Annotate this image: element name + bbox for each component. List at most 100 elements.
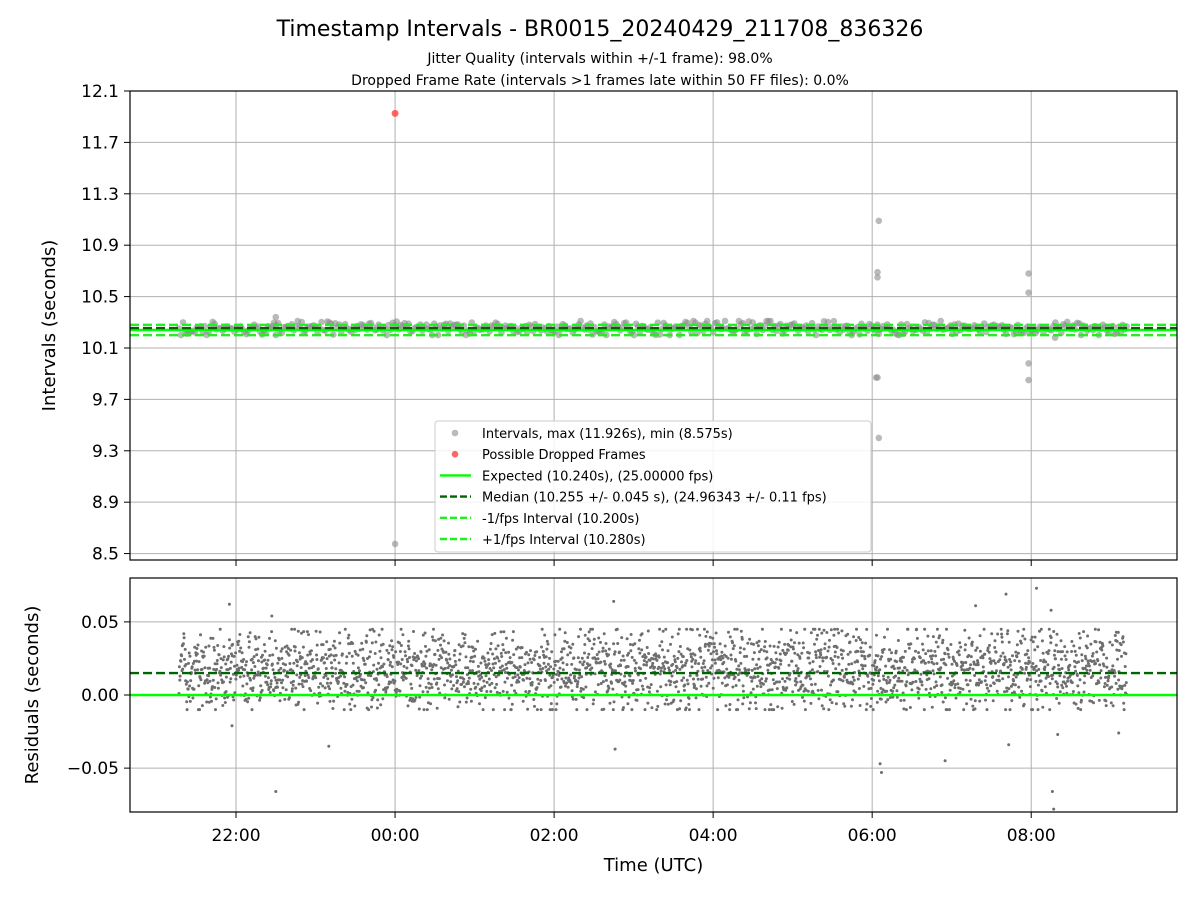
y-tick-label: 9.7 — [92, 390, 119, 410]
residual-point — [595, 653, 599, 657]
residual-point — [901, 669, 905, 673]
residual-point — [927, 660, 931, 664]
residual-point — [869, 686, 873, 690]
residual-point — [388, 663, 392, 667]
residual-point — [286, 647, 290, 650]
residual-point — [823, 647, 827, 650]
residual-point — [1115, 639, 1119, 643]
residual-point — [993, 646, 997, 649]
residual-point — [362, 678, 366, 682]
residual-point — [334, 671, 337, 675]
legend-marker — [451, 429, 459, 437]
residual-point — [1012, 679, 1016, 683]
residual-point — [532, 698, 536, 701]
residual-point — [863, 664, 867, 668]
residual-point — [1040, 689, 1044, 693]
residual-point — [356, 666, 360, 670]
residual-point — [1091, 674, 1095, 678]
residual-point — [699, 684, 703, 688]
residual-point — [898, 666, 901, 670]
residual-point — [1009, 660, 1013, 664]
residual-point — [779, 659, 783, 663]
residual-point — [569, 673, 573, 677]
residual-point — [1094, 640, 1098, 644]
residual-point — [389, 660, 392, 664]
residual-point — [818, 665, 822, 668]
residual-point — [187, 661, 190, 665]
residual-point — [733, 627, 737, 631]
residual-point — [917, 696, 921, 700]
residual-point — [246, 674, 250, 677]
residual-point — [995, 689, 999, 693]
residual-point — [640, 632, 644, 636]
residual-point — [599, 640, 602, 644]
residual-point — [910, 688, 914, 692]
residual-point — [688, 648, 692, 652]
residual-point — [975, 646, 979, 650]
residual-point — [1031, 640, 1035, 644]
residual-point — [813, 642, 816, 646]
residual-point — [724, 704, 728, 708]
residual-point — [516, 673, 520, 677]
residual-point — [1082, 681, 1086, 685]
residual-point — [449, 668, 453, 672]
residual-point — [517, 676, 521, 680]
outlier-point — [613, 747, 617, 751]
residual-point — [214, 708, 217, 712]
residual-point — [516, 645, 520, 649]
residual-point — [748, 701, 752, 705]
residual-point — [180, 654, 184, 658]
residual-point — [709, 642, 713, 646]
residual-point — [797, 674, 801, 678]
legend-entry: Intervals, max (11.926s), min (8.575s) — [451, 427, 733, 442]
residual-point — [595, 661, 599, 665]
residual-point — [502, 648, 505, 652]
residual-point — [751, 657, 755, 661]
residual-point — [1115, 648, 1119, 652]
residual-point — [891, 664, 895, 668]
residual-point — [197, 684, 201, 688]
residual-point — [188, 684, 192, 688]
residual-point — [294, 686, 298, 690]
residual-point — [447, 641, 450, 645]
residual-point — [930, 657, 934, 661]
residual-point — [664, 683, 668, 687]
residual-point — [895, 660, 899, 664]
residual-point — [231, 642, 235, 646]
residual-point — [1116, 687, 1120, 691]
residual-point — [526, 707, 530, 711]
residual-point — [999, 669, 1002, 673]
residual-point — [677, 690, 680, 694]
residual-point — [953, 686, 957, 690]
residual-point — [280, 656, 284, 660]
residual-point — [302, 630, 306, 634]
residual-point — [816, 688, 820, 692]
residual-point — [900, 679, 904, 683]
residual-point — [638, 679, 642, 682]
residual-point — [405, 666, 409, 670]
residual-point — [299, 666, 303, 670]
residual-point — [640, 684, 644, 688]
residual-point — [1103, 682, 1107, 685]
residual-point — [864, 708, 868, 712]
residual-point — [914, 649, 917, 653]
residual-point — [671, 662, 675, 666]
residual-point — [932, 672, 936, 676]
residual-point — [558, 627, 562, 631]
residual-point — [215, 667, 219, 671]
residual-point — [715, 652, 719, 656]
residual-point — [332, 639, 336, 643]
residual-point — [989, 659, 993, 663]
residual-point — [678, 707, 682, 711]
residual-point — [213, 686, 217, 689]
residual-point — [1038, 629, 1041, 633]
residual-point — [499, 630, 503, 634]
residual-point — [625, 637, 629, 641]
residual-point — [904, 684, 908, 688]
residual-point — [524, 690, 528, 694]
residual-point — [826, 674, 830, 678]
residual-point — [592, 637, 596, 641]
residual-point — [934, 654, 938, 658]
residual-point — [437, 677, 441, 681]
residual-point — [491, 652, 495, 656]
